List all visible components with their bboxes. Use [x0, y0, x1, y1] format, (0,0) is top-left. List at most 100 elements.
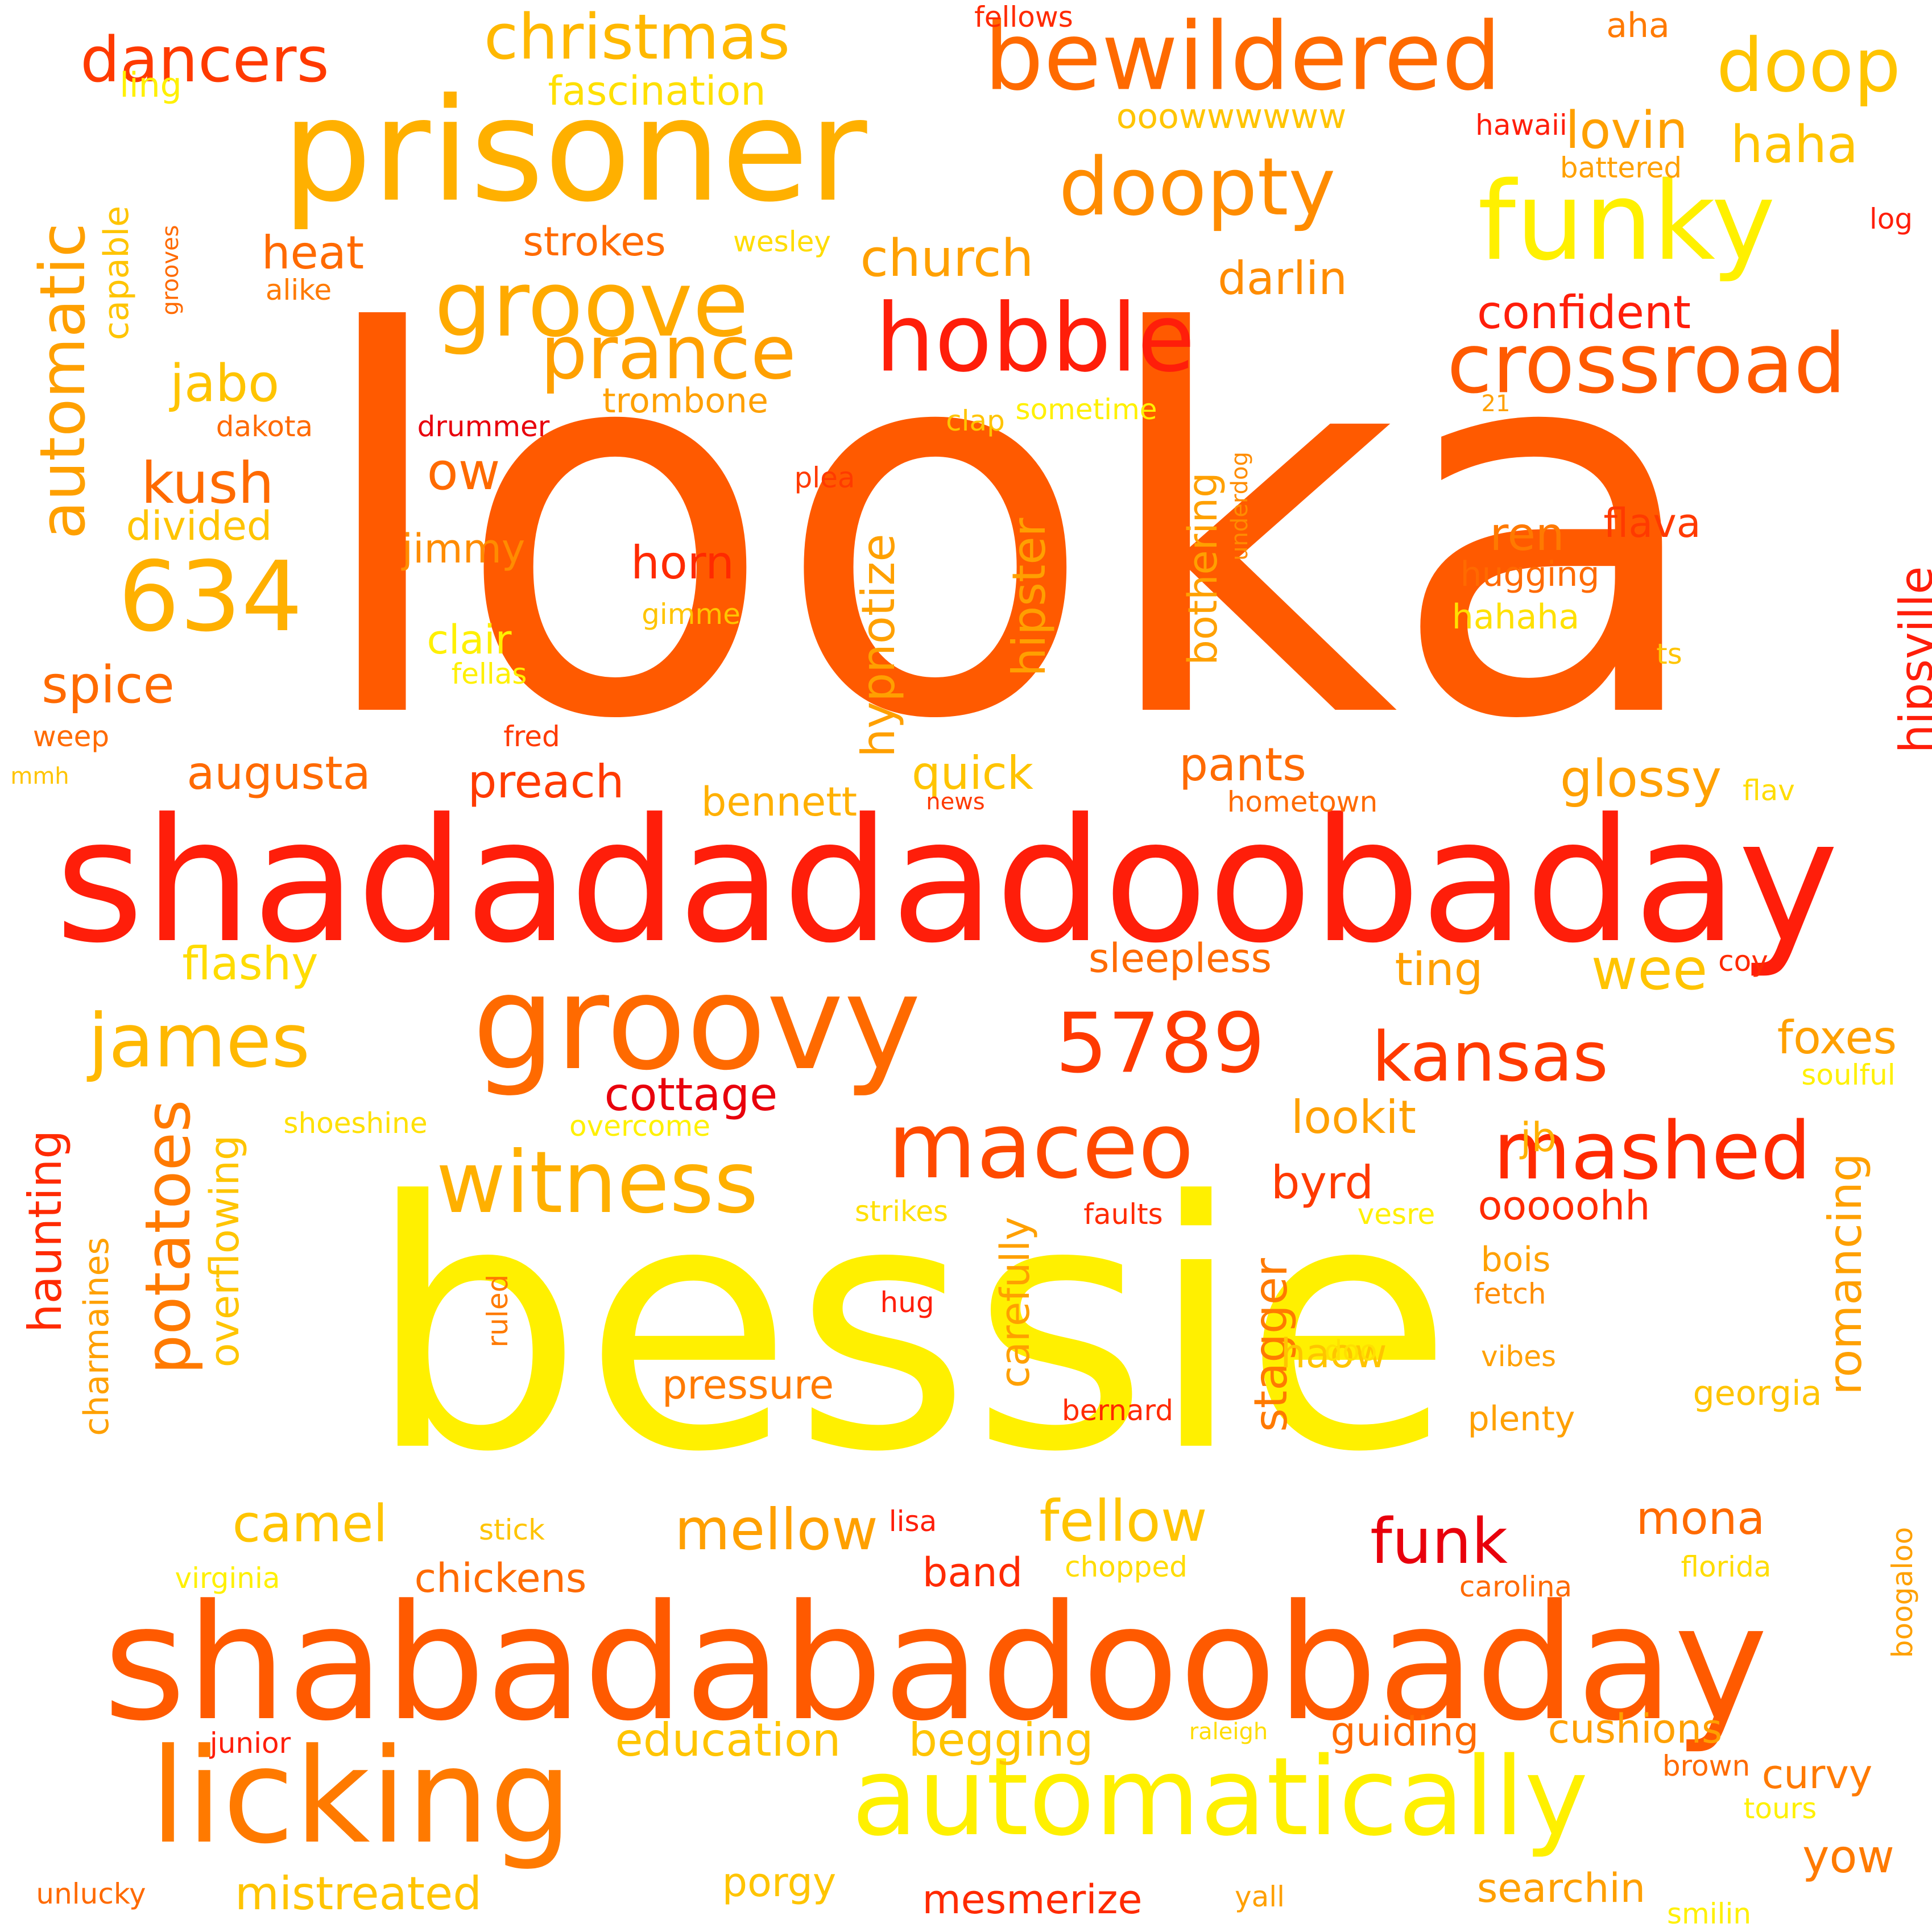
word-26: prance — [540, 309, 796, 396]
word-13: kansas — [1372, 1018, 1608, 1097]
word-101: aha — [1606, 6, 1670, 45]
word-105: 21 — [1481, 391, 1511, 417]
word-118: flav — [1743, 774, 1795, 807]
word-10: hobble — [875, 283, 1195, 393]
word-97: sometime — [1015, 393, 1157, 426]
word-82: mistreated — [235, 1867, 482, 1920]
word-120: soulful — [1801, 1058, 1896, 1091]
word-143: junior — [209, 1727, 291, 1760]
word-30: haha — [1730, 115, 1859, 175]
word-98: plea — [794, 461, 855, 494]
word-8: funky — [1478, 159, 1776, 284]
word-121: shoeshine — [283, 1107, 428, 1140]
word-90: ling — [119, 65, 182, 105]
word-9: bewildered — [984, 2, 1501, 111]
word-106: underdog — [1227, 452, 1253, 561]
word-78: guiding — [1330, 1708, 1479, 1755]
word-24: automatic — [26, 222, 99, 540]
word-99: wesley — [733, 225, 831, 258]
word-50: quick — [911, 747, 1034, 800]
word-109: ts — [1656, 638, 1682, 671]
word-14: maceo — [887, 1093, 1194, 1199]
word-49: glossy — [1559, 749, 1722, 809]
word-124: faults — [1083, 1198, 1163, 1231]
word-68: funk — [1370, 1505, 1508, 1578]
word-54: wee — [1591, 936, 1708, 1003]
word-134: hug — [880, 1286, 934, 1319]
word-104: log — [1869, 202, 1913, 235]
word-77: begging — [908, 1714, 1094, 1766]
word-123: strikes — [854, 1195, 949, 1228]
word-35: heat — [261, 226, 365, 279]
word-84: mesmerize — [922, 1876, 1143, 1923]
word-31: lovin — [1565, 101, 1688, 160]
word-113: weep — [32, 720, 110, 753]
word-81: yow — [1802, 1830, 1894, 1883]
word-127: haow — [1280, 1330, 1387, 1377]
word-108: hahaha — [1451, 597, 1580, 637]
word-125: vesre — [1357, 1198, 1435, 1231]
word-11: crossroad — [1447, 316, 1846, 412]
word-75: band — [922, 1549, 1023, 1596]
word-63: romancing — [1819, 1153, 1872, 1395]
word-145: brown — [1662, 1749, 1751, 1782]
word-131: georgia — [1693, 1374, 1822, 1413]
word-67: charmaines — [77, 1237, 117, 1436]
word-36: strokes — [523, 218, 666, 265]
word-136: lisa — [888, 1505, 937, 1538]
word-43: hipster — [1003, 518, 1056, 677]
word-28: spice — [42, 655, 175, 715]
word-137: stick — [479, 1513, 545, 1546]
word-57: foxes — [1777, 1011, 1897, 1064]
word-73: chickens — [414, 1555, 587, 1602]
word-1: bessie — [366, 1129, 1454, 1526]
word-126: bois — [1480, 1240, 1551, 1280]
word-96: clap — [946, 404, 1005, 437]
word-15: mashed — [1493, 1105, 1811, 1198]
word-42: ow — [427, 442, 500, 502]
word-16: witness — [436, 1133, 759, 1232]
word-144: raleigh — [1189, 1719, 1268, 1745]
word-6: licking — [150, 1721, 573, 1873]
word-52: sleepless — [1089, 935, 1272, 982]
word-112: fellas — [451, 657, 527, 690]
word-21: dancers — [80, 23, 329, 96]
word-119: coy — [1718, 945, 1768, 978]
word-48: pants — [1179, 738, 1306, 791]
word-19: groove — [434, 251, 749, 357]
word-89: divided — [126, 503, 272, 549]
word-34: church — [860, 229, 1034, 288]
word-27: kush — [141, 450, 274, 516]
word-56: cottage — [604, 1068, 778, 1121]
word-25: 634 — [118, 541, 303, 653]
word-65: carefully — [992, 1217, 1039, 1388]
word-58: lookit — [1290, 1091, 1417, 1144]
word-4: prisoner — [282, 68, 867, 233]
word-45: bothering — [1180, 472, 1226, 665]
word-3: shabadabadoobaday — [103, 1571, 1768, 1756]
word-128: fetch — [1474, 1277, 1546, 1310]
word-122: overcome — [569, 1110, 710, 1143]
word-22: christmas — [483, 1, 791, 73]
word-39: flava — [1603, 500, 1701, 547]
word-55: flashy — [182, 937, 318, 990]
word-138: chopped — [1065, 1550, 1188, 1583]
word-32: confident — [1476, 286, 1691, 339]
word-2: shadadadadoobaday — [55, 782, 1839, 981]
word-70: mellow — [675, 1496, 878, 1563]
word-61: ooooohh — [1478, 1182, 1650, 1229]
word-5: groovy — [472, 948, 921, 1099]
word-146: tours — [1743, 1792, 1817, 1825]
word-129: doo — [1324, 1334, 1377, 1367]
word-94: dakota — [216, 410, 313, 443]
word-139: virginia — [175, 1562, 280, 1595]
word-29: jabo — [169, 354, 280, 413]
word-83: porgy — [722, 1859, 837, 1906]
word-142: boogaloo — [1886, 1526, 1919, 1658]
word-72: camel — [232, 1494, 388, 1554]
word-53: ting — [1395, 943, 1483, 996]
word-117: hometown — [1227, 785, 1378, 818]
word-111: clair — [427, 617, 512, 663]
word-148: yall — [1234, 1880, 1285, 1913]
